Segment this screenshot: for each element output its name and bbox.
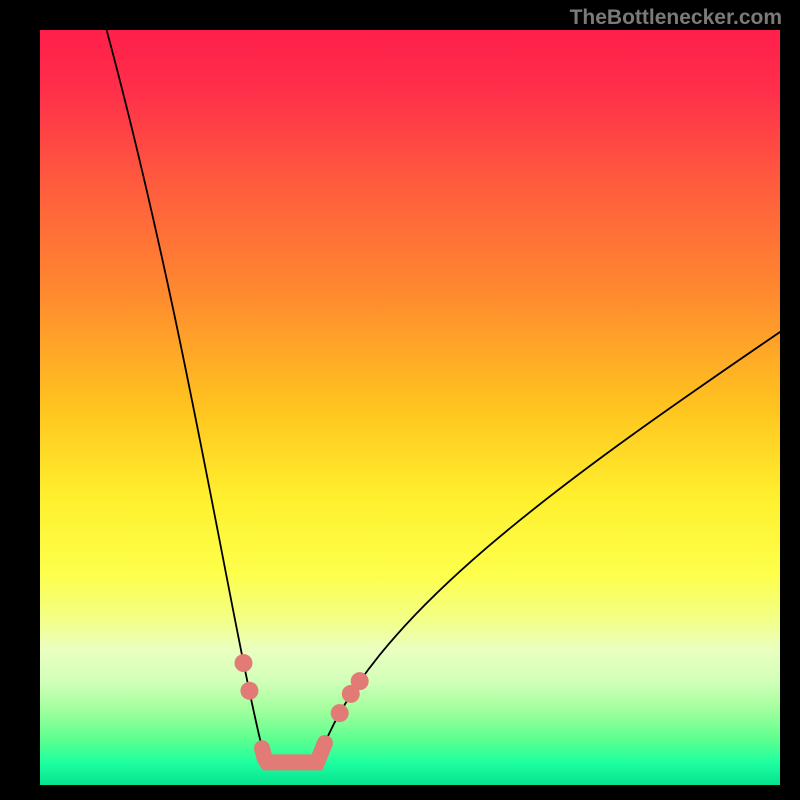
chart-canvas: TheBottlenecker.com: [0, 0, 800, 800]
bottleneck-curve-chart: [40, 30, 780, 785]
gradient-background: [40, 30, 780, 785]
marker-dot: [240, 682, 258, 700]
marker-dot: [351, 672, 369, 690]
marker-dot: [235, 654, 253, 672]
marker-dot: [331, 704, 349, 722]
watermark-text: TheBottlenecker.com: [570, 6, 782, 30]
